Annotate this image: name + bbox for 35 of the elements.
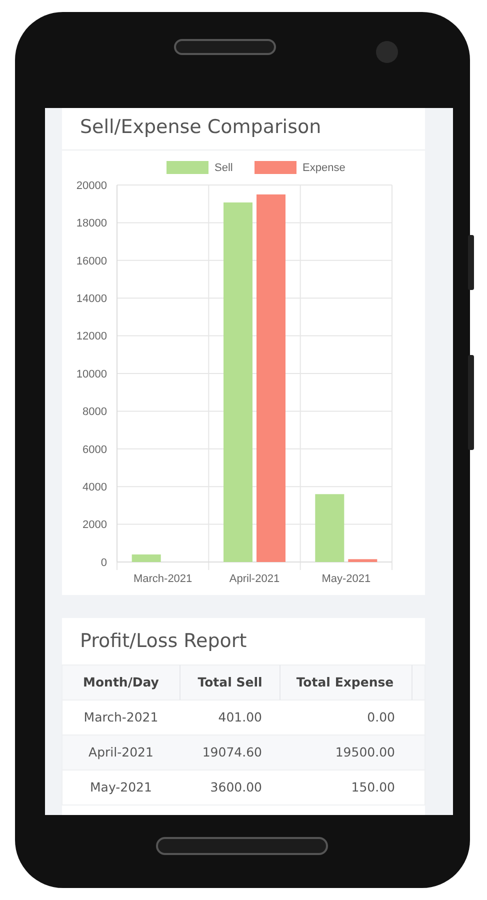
text: Month/Day	[83, 674, 159, 690]
y-tick-label: 14000	[76, 292, 107, 305]
bar	[348, 559, 378, 562]
text: 0.00	[367, 709, 396, 724]
y-tick-label: 0	[100, 556, 107, 569]
text: May-2021	[90, 779, 152, 794]
text: 401.00	[218, 709, 262, 724]
x-tick-label: March-2021	[133, 573, 192, 585]
y-tick-label: 2000	[82, 519, 107, 532]
y-tick-label: 4000	[82, 481, 107, 494]
legend-label: Sell	[214, 162, 233, 174]
y-tick-label: 12000	[76, 330, 107, 343]
bar	[132, 554, 161, 562]
x-tick-label: April-2021	[229, 573, 280, 585]
text: 3600.00	[210, 779, 262, 794]
chart-title: Sell/Expense Comparison	[80, 116, 322, 138]
text: March-2021	[84, 709, 158, 724]
legend-label: Expense	[302, 162, 346, 174]
y-tick-label: 16000	[76, 255, 107, 268]
y-tick-label: 18000	[76, 218, 107, 230]
text: 19074.60	[202, 744, 262, 760]
y-tick-label: 10000	[76, 368, 107, 380]
bar	[256, 194, 286, 562]
bar	[315, 494, 344, 562]
text: 150.00	[351, 779, 396, 794]
text: April-2021	[88, 744, 154, 760]
x-tick-label: May-2021	[322, 573, 371, 585]
y-tick-label: 20000	[76, 180, 107, 192]
y-tick-label: 8000	[82, 406, 107, 418]
y-tick-label: 6000	[82, 444, 107, 456]
text: Total Sell	[198, 674, 262, 690]
text: Total Expense	[296, 674, 394, 690]
text: Profit/Loss Report	[80, 630, 247, 652]
text: 19500.00	[335, 744, 396, 760]
bar	[224, 202, 252, 562]
